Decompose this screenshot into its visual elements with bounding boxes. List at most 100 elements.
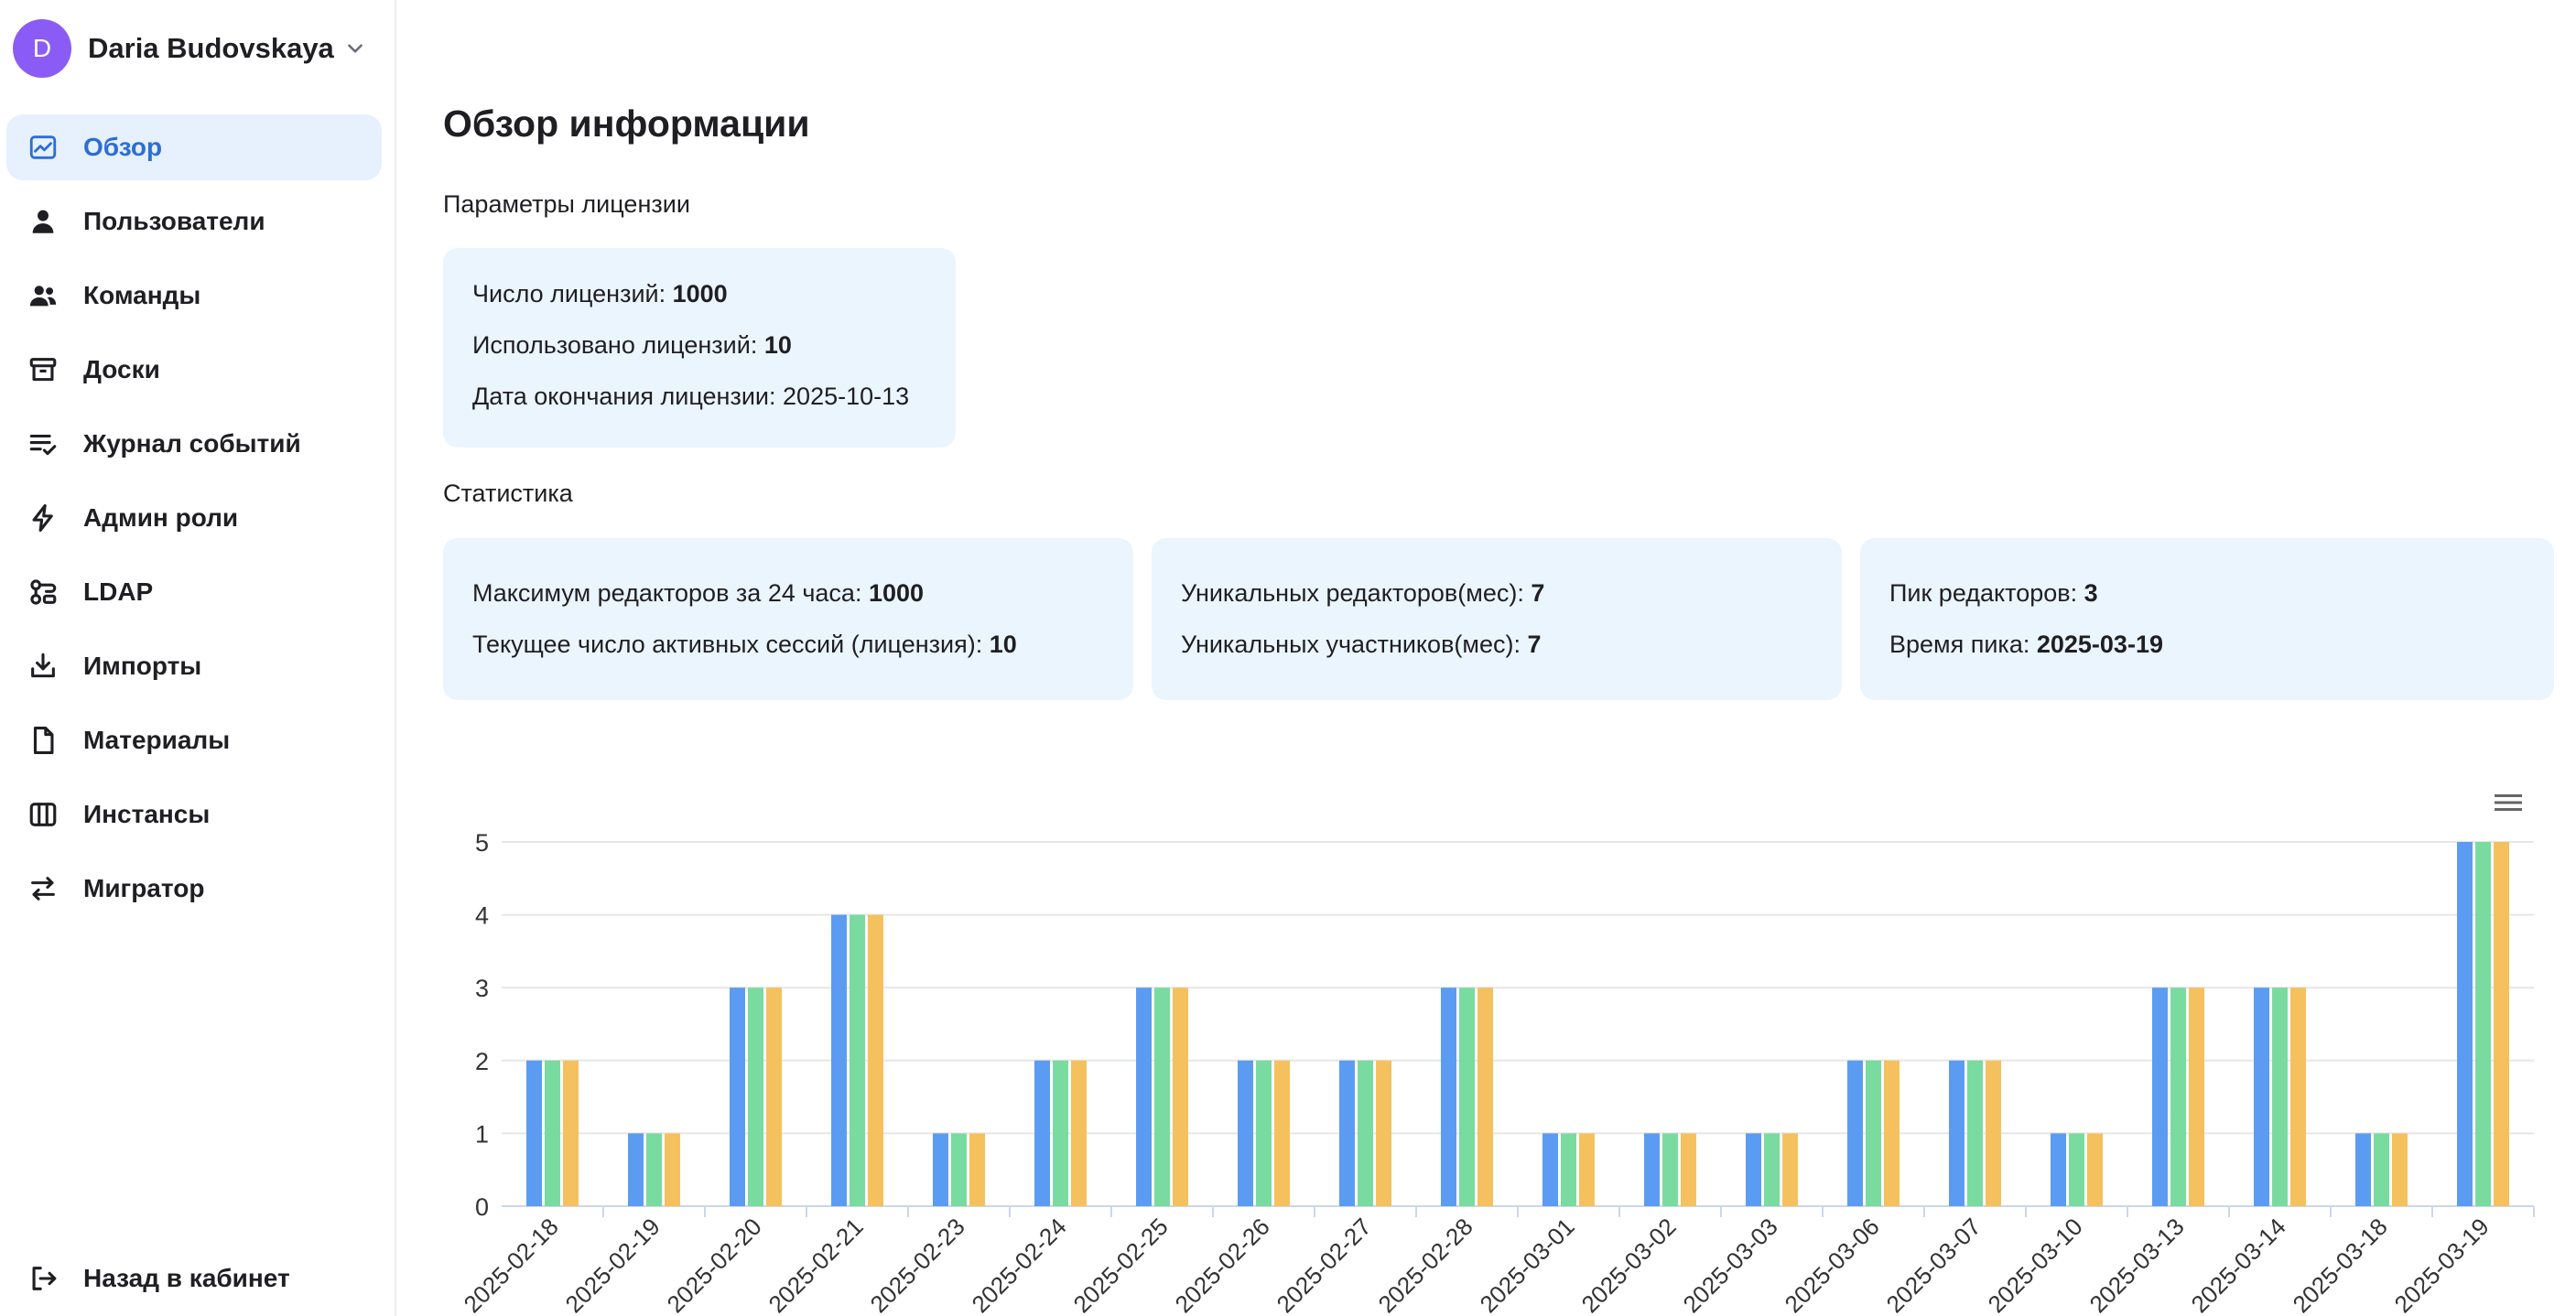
logout-icon <box>27 1262 60 1295</box>
bar <box>951 1133 967 1206</box>
x-tick-label: 2025-02-19 <box>559 1213 665 1316</box>
bar <box>545 1060 560 1206</box>
bar <box>850 914 865 1206</box>
sidebar-item-label: Мигратор <box>83 874 205 902</box>
y-tick-label: 4 <box>475 902 489 930</box>
x-tick-label: 2025-03-10 <box>1982 1213 2087 1316</box>
bar <box>2355 1133 2371 1206</box>
x-tick-label: 2025-03-06 <box>1779 1213 1884 1316</box>
people-icon <box>27 279 60 312</box>
bar <box>831 914 847 1206</box>
list-check-icon <box>27 427 60 460</box>
bar <box>1561 1133 1576 1206</box>
bar <box>1274 1060 1290 1206</box>
x-tick-label: 2025-02-20 <box>661 1213 766 1316</box>
sidebar-item-teams[interactable]: Команды <box>6 263 382 329</box>
bar <box>526 1060 542 1206</box>
bar <box>2051 1133 2066 1206</box>
sidebar-item-label: Обзор <box>83 133 163 161</box>
bar <box>2290 987 2306 1206</box>
bar <box>646 1133 662 1206</box>
sidebar-item-overview[interactable]: Обзор <box>6 114 382 180</box>
bar <box>1847 1060 1863 1206</box>
bar <box>1986 1060 2001 1206</box>
sidebar-item-label: Инстансы <box>83 800 211 828</box>
sidebar-item-label: Команды <box>83 281 201 309</box>
editors-bar-chart: 0 1 2 3 4 5 2025-02-18 2025-02-19 2025-02-20 2025… <box>430 778 2554 1316</box>
y-tick-label: 5 <box>475 829 489 857</box>
y-tick-label: 0 <box>475 1193 489 1221</box>
bar <box>933 1133 948 1206</box>
unique-editors: Уникальных редакторов(мес): 7 <box>1181 579 1545 607</box>
x-tick-label: 2025-03-03 <box>1677 1213 1782 1316</box>
license-section-label: Параметры лицензии <box>443 190 690 218</box>
bar <box>2069 1133 2084 1206</box>
sidebar-item-users[interactable]: Пользователи <box>6 189 382 254</box>
columns-icon <box>27 798 60 831</box>
sidebar-item-materials[interactable]: Материалы <box>6 707 382 773</box>
x-tick-label: 2025-02-23 <box>864 1213 969 1316</box>
x-tick-label: 2025-02-26 <box>1169 1213 1274 1316</box>
sidebar-item-label: Админ роли <box>83 503 239 532</box>
x-tick-label: 2025-02-27 <box>1271 1213 1376 1316</box>
license-expiry: Дата окончания лицензии: 2025-10-13 <box>472 383 910 410</box>
back-to-cabinet-label: Назад в кабинет <box>83 1264 290 1292</box>
x-tick-label: 2025-02-21 <box>763 1213 868 1316</box>
x-tick-label: 2025-03-18 <box>2287 1213 2392 1316</box>
back-to-cabinet-link[interactable]: Назад в кабинет <box>6 1246 382 1311</box>
license-card: Число лицензий: 1000 Использовано лиценз… <box>443 248 956 448</box>
arrows-swap-icon <box>27 872 60 905</box>
ldap-icon <box>27 576 60 609</box>
bar <box>1681 1133 1696 1206</box>
bar <box>1866 1060 1881 1206</box>
y-tick-label: 3 <box>475 975 489 1002</box>
sidebar-item-migrator[interactable]: Мигратор <box>6 856 382 922</box>
bar <box>1441 987 1456 1206</box>
bar <box>1662 1133 1678 1206</box>
bar <box>2494 842 2509 1206</box>
sidebar-item-event-log[interactable]: Журнал событий <box>6 411 382 477</box>
bar <box>1256 1060 1272 1206</box>
bar <box>1376 1060 1391 1206</box>
bar <box>1339 1060 1355 1206</box>
bar <box>2457 842 2473 1206</box>
x-tick-label: 2025-03-07 <box>1880 1213 1986 1316</box>
bar <box>2392 1133 2408 1206</box>
x-tick-label: 2025-03-02 <box>1575 1213 1681 1316</box>
bar <box>1034 1060 1050 1206</box>
page-title: Обзор информации <box>443 102 810 145</box>
chart-menu-icon[interactable] <box>2492 789 2525 816</box>
bar <box>2374 1133 2389 1206</box>
bar <box>1053 1060 1068 1206</box>
bar <box>1644 1133 1660 1206</box>
person-icon <box>27 205 60 238</box>
bar <box>1782 1133 1798 1206</box>
user-menu[interactable]: D Daria Budovskaya <box>13 18 367 79</box>
sidebar-item-label: Импорты <box>83 652 202 680</box>
chevron-down-icon <box>348 44 363 53</box>
sidebar-item-admin-roles[interactable]: Админ роли <box>6 485 382 551</box>
bar <box>969 1133 985 1206</box>
stats-section-label: Статистика <box>443 480 573 507</box>
bar <box>563 1060 579 1206</box>
bar <box>1136 987 1152 1206</box>
peak-time: Время пика: 2025-03-19 <box>1889 631 2163 658</box>
bar <box>2272 987 2288 1206</box>
peak-editors: Пик редакторов: 3 <box>1889 579 2098 607</box>
bar <box>1967 1060 1983 1206</box>
sidebar-item-boards[interactable]: Доски <box>6 337 382 403</box>
bar <box>766 987 782 1206</box>
sidebar-item-instances[interactable]: Инстансы <box>6 782 382 847</box>
bar <box>2189 987 2204 1206</box>
chart-line-icon <box>27 131 60 164</box>
unique-participants: Уникальных участников(мес): 7 <box>1181 631 1542 658</box>
sidebar-item-ldap[interactable]: LDAP <box>6 559 382 625</box>
bar <box>1949 1060 1964 1206</box>
archive-icon <box>27 353 60 386</box>
sidebar-item-label: LDAP <box>83 577 154 606</box>
sidebar-item-label: Журнал событий <box>83 429 301 458</box>
bar <box>2087 1133 2103 1206</box>
bar <box>868 914 883 1206</box>
sidebar-item-imports[interactable]: Импорты <box>6 633 382 699</box>
bar <box>1764 1133 1780 1206</box>
